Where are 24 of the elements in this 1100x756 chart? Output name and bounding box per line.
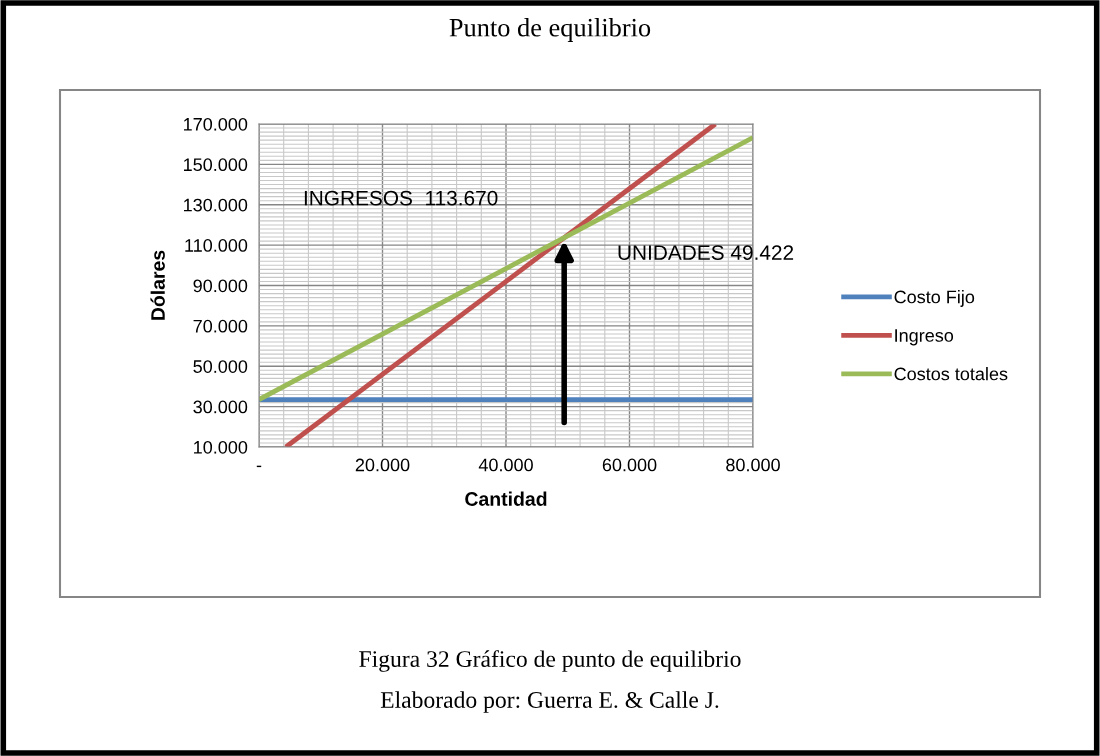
- y-tick-label: 10.000: [194, 440, 248, 454]
- chart-title: Punto de equilibrio: [449, 18, 651, 42]
- x-tick-label: 40.000: [478, 458, 533, 472]
- y-tick-label: 170.000: [184, 117, 248, 131]
- y-tick-label: 130.000: [184, 198, 248, 212]
- y-tick-label: 30.000: [193, 400, 248, 414]
- x-axis-title: Cantidad: [465, 491, 547, 506]
- y-tick-label: 70.000: [193, 319, 248, 333]
- annotation: INGRESOS 113.670: [304, 190, 498, 206]
- y-tick-label: 110.000: [185, 239, 248, 252]
- y-tick-label: 150.000: [184, 158, 248, 172]
- legend-label: Ingreso: [895, 329, 954, 346]
- legend-label: Costo Fijo: [894, 290, 975, 307]
- y-tick-label: 50.000: [193, 360, 248, 373]
- text: Elaborado por: Guerra E. & Calle J.: [380, 691, 719, 713]
- text: Figura 32 Gráfico de punto de equilibrio: [359, 650, 741, 672]
- x-tick-label: 60.000: [602, 458, 657, 472]
- x-tick-label: 80.000: [726, 458, 780, 472]
- x-tick-label: 20.000: [355, 458, 410, 472]
- legend-label: Costos totales: [894, 367, 1008, 381]
- y-tick-label: 90.000: [193, 279, 248, 293]
- x-tick-label: -: [256, 465, 262, 468]
- y-axis-title: Dólares: [150, 250, 165, 320]
- annotation: UNIDADES 49.422: [618, 245, 794, 260]
